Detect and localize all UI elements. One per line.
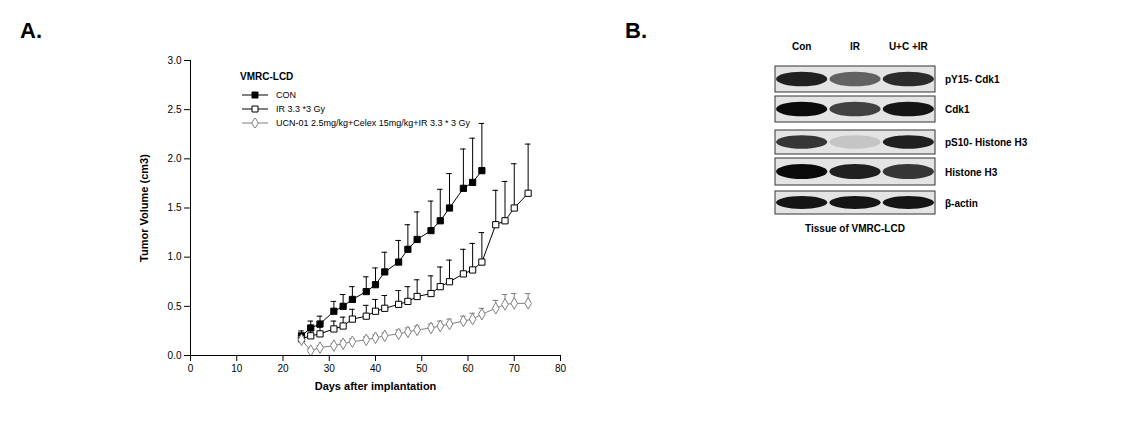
svg-text:60: 60 <box>462 363 474 374</box>
svg-text:70: 70 <box>509 363 521 374</box>
svg-text:Tumor Volume (cm3): Tumor Volume (cm3) <box>138 154 150 262</box>
svg-text:20: 20 <box>277 363 289 374</box>
svg-text:Cdk1: Cdk1 <box>945 104 970 115</box>
svg-text:2.5: 2.5 <box>168 104 182 115</box>
svg-text:50: 50 <box>416 363 428 374</box>
html-text:IR 3.3 *3 Gy: IR 3.3 *3 Gy <box>276 104 325 114</box>
svg-text:0.5: 0.5 <box>168 301 182 312</box>
html-text:CON: CON <box>276 90 296 100</box>
svg-text:Con: Con <box>792 41 811 52</box>
svg-text:40: 40 <box>370 363 382 374</box>
svg-text:U+C +IR: U+C +IR <box>889 41 929 52</box>
svg-text:1.0: 1.0 <box>168 251 182 262</box>
svg-text:pY15- Cdk1: pY15- Cdk1 <box>945 74 1000 85</box>
svg-text:3.0: 3.0 <box>168 55 182 66</box>
html-text:A.: A. <box>20 18 42 43</box>
html-text:B.: B. <box>625 18 647 43</box>
svg-text:1.5: 1.5 <box>168 202 182 213</box>
svg-text:2.0: 2.0 <box>168 153 182 164</box>
html-text:VMRC-LCD: VMRC-LCD <box>240 71 294 82</box>
svg-text:80: 80 <box>555 363 567 374</box>
svg-text:10: 10 <box>231 363 243 374</box>
svg-text:IR: IR <box>850 41 861 52</box>
html-text:UCN-01 2.5mg/kg+Celex 15mg/kg+: UCN-01 2.5mg/kg+Celex 15mg/kg+IR 3.3 * 3… <box>276 118 471 128</box>
svg-text:30: 30 <box>324 363 336 374</box>
svg-text:Tissue of VMRC-LCD: Tissue of VMRC-LCD <box>805 223 905 234</box>
svg-text:Days after implantation: Days after implantation <box>315 380 437 392</box>
svg-text:0: 0 <box>188 363 194 374</box>
svg-text:pS10- Histone H3: pS10- Histone H3 <box>945 137 1028 148</box>
svg-text:0.0: 0.0 <box>168 350 182 361</box>
svg-text:Histone H3: Histone H3 <box>945 167 998 178</box>
svg-text:β-actin: β-actin <box>945 198 978 209</box>
